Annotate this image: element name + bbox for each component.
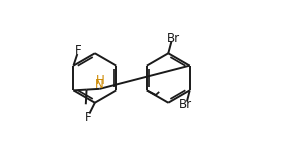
- Text: H: H: [96, 74, 105, 87]
- Text: F: F: [75, 44, 82, 57]
- Text: Br: Br: [179, 98, 192, 111]
- Text: F: F: [85, 111, 92, 124]
- Text: N: N: [95, 78, 104, 91]
- Text: Br: Br: [167, 32, 180, 45]
